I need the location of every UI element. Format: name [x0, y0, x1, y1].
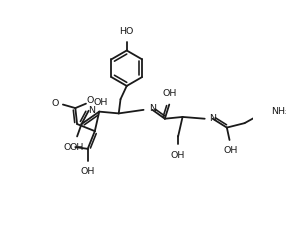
Text: OH: OH — [171, 151, 185, 160]
Text: O: O — [87, 96, 94, 105]
Text: HO: HO — [120, 27, 134, 36]
Text: N: N — [88, 106, 95, 115]
Text: NH₂: NH₂ — [271, 107, 286, 116]
Text: OH: OH — [81, 168, 95, 176]
Text: N: N — [209, 114, 216, 123]
Text: O: O — [51, 99, 58, 108]
Text: OH: OH — [70, 143, 84, 152]
Text: O: O — [63, 143, 71, 152]
Text: OH: OH — [163, 89, 177, 98]
Text: OH: OH — [223, 146, 238, 155]
Text: OH: OH — [93, 98, 108, 107]
Text: N: N — [149, 104, 156, 113]
